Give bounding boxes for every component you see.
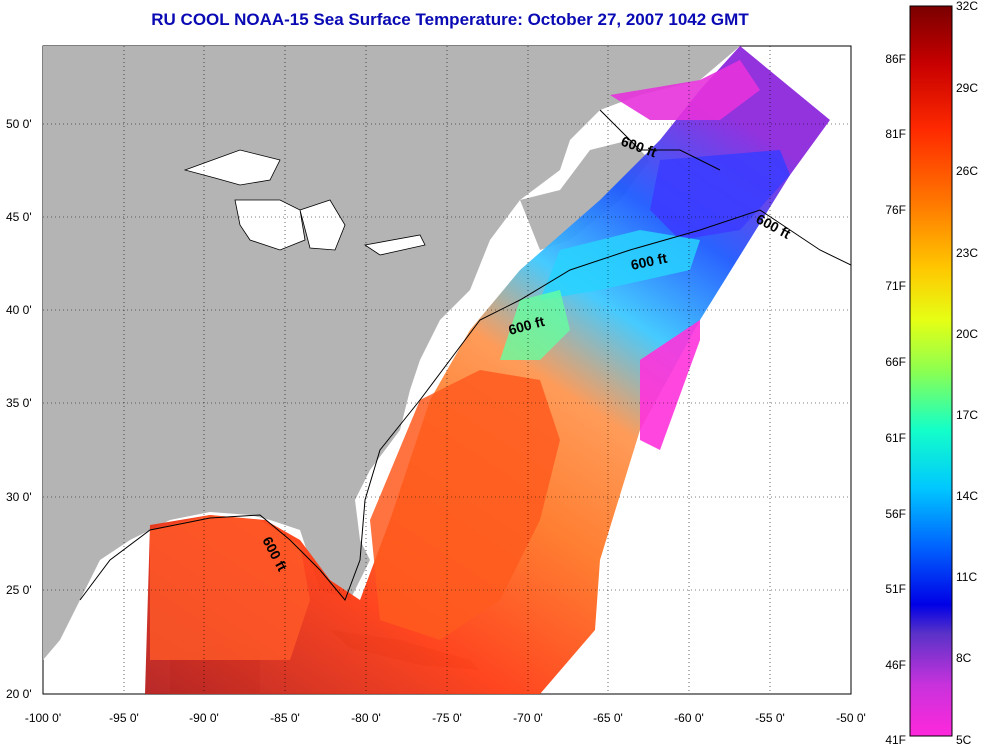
contour-600ft bbox=[79, 109, 851, 601]
colorbar-c-label: 23C bbox=[956, 246, 978, 260]
colorbar bbox=[909, 5, 953, 737]
shelf-green bbox=[500, 290, 570, 360]
lat-label: 40 0' bbox=[6, 303, 32, 317]
colorbar-c-label: 29C bbox=[956, 81, 978, 95]
colorbar-c-label: 17C bbox=[956, 408, 978, 422]
colorbar-c-label: 8C bbox=[956, 651, 972, 665]
colorbar-c-labels: 32C 29C 26C 23C 20C 17C 14C 11C 8C 5C bbox=[956, 0, 978, 747]
latitude-labels: 50 0' 45 0' 40 0' 35 0' 30 0' 25 0' 20 0… bbox=[6, 117, 32, 701]
lon-label: -50 0' bbox=[836, 711, 866, 725]
shelf-cyan bbox=[540, 230, 700, 300]
colorbar-c-label: 11C bbox=[956, 570, 977, 584]
lon-label: -80 0' bbox=[351, 711, 381, 725]
lon-label: -100 0' bbox=[25, 711, 61, 725]
land-north-america bbox=[43, 46, 740, 660]
lon-label: -55 0' bbox=[755, 711, 785, 725]
map-body: 600 ft 600 ft 600 ft 600 ft 600 ft bbox=[43, 46, 851, 694]
map-title: RU COOL NOAA-15 Sea Surface Temperature:… bbox=[151, 10, 749, 29]
gulf-warm bbox=[150, 515, 310, 660]
colorbar-f-label: 81F bbox=[885, 127, 906, 141]
colorbar-f-label: 86F bbox=[885, 52, 906, 66]
cold-north bbox=[650, 150, 790, 240]
lat-label: 20 0' bbox=[6, 687, 32, 701]
colorbar-c-label: 26C bbox=[956, 164, 978, 178]
contour-label-gulf-maine: 600 ft bbox=[629, 250, 668, 273]
lon-label: -60 0' bbox=[674, 711, 704, 725]
colorbar-f-labels: 86F 81F 76F 71F 66F 61F 56F 51F 46F 41F bbox=[885, 52, 906, 747]
cold-gulf-stlawrence bbox=[610, 60, 760, 120]
colorbar-f-label: 41F bbox=[885, 733, 906, 747]
lat-label: 35 0' bbox=[6, 396, 32, 410]
colorbar-f-label: 66F bbox=[885, 355, 906, 369]
colorbar-c-label: 32C bbox=[956, 0, 978, 13]
lon-label: -85 0' bbox=[270, 711, 300, 725]
lat-label: 25 0' bbox=[6, 583, 32, 597]
colorbar-f-label: 71F bbox=[885, 279, 906, 293]
longitude-labels: -100 0' -95 0' -90 0' -85 0' -80 0' -75 … bbox=[25, 711, 866, 725]
colorbar-f-label: 51F bbox=[885, 582, 906, 596]
warm-core bbox=[370, 370, 560, 640]
colorbar-f-label: 76F bbox=[885, 203, 906, 217]
lon-label: -75 0' bbox=[432, 711, 462, 725]
colorbar-f-label: 61F bbox=[885, 431, 906, 445]
lat-label: 50 0' bbox=[6, 117, 32, 131]
colorbar-c-label: 14C bbox=[956, 489, 978, 503]
land-maritimes bbox=[520, 140, 650, 250]
colorbar-f-label: 56F bbox=[885, 507, 906, 521]
colorbar-f-label: 46F bbox=[885, 658, 906, 672]
lon-label: -95 0' bbox=[109, 711, 139, 725]
cold-slope bbox=[640, 320, 700, 450]
lon-label: -65 0' bbox=[593, 711, 623, 725]
lon-label: -90 0' bbox=[189, 711, 219, 725]
lon-label: -70 0' bbox=[513, 711, 543, 725]
grid-lines bbox=[43, 46, 851, 694]
great-lakes bbox=[183, 149, 426, 256]
lat-label: 45 0' bbox=[6, 210, 32, 224]
colorbar-c-label: 5C bbox=[956, 733, 972, 747]
colorbar-c-label: 20C bbox=[956, 327, 978, 341]
lat-label: 30 0' bbox=[6, 490, 32, 504]
